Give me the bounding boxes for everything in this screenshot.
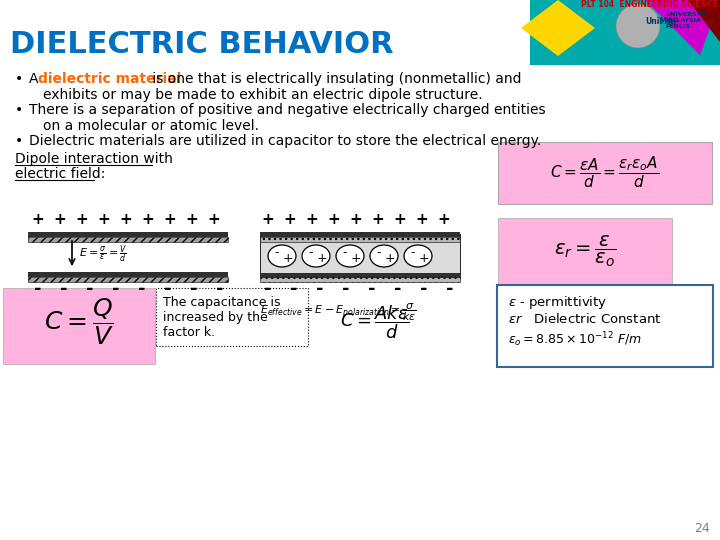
Text: +: + [438, 213, 451, 227]
Text: -: - [190, 280, 198, 298]
FancyBboxPatch shape [156, 288, 308, 346]
Text: -: - [86, 280, 94, 298]
Bar [260, 234, 460, 277]
Text: +: + [283, 253, 293, 266]
Text: -: - [35, 280, 42, 298]
Text: +: + [261, 213, 274, 227]
Text: -: - [446, 280, 454, 298]
FancyBboxPatch shape [498, 218, 672, 284]
Bar [260, 237, 460, 242]
Text: A: A [29, 72, 43, 86]
Text: +: + [284, 213, 297, 227]
Bar [260, 277, 460, 282]
Text: Dielectric materials are utilized in capacitor to store the electrical energy.: Dielectric materials are utilized in cap… [29, 134, 541, 148]
Text: $E = \frac{\sigma}{\varepsilon} = \frac{V}{d}$: $E = \frac{\sigma}{\varepsilon} = \frac{… [79, 243, 127, 265]
Text: exhibits or may be made to exhibit an electric dipole structure.: exhibits or may be made to exhibit an el… [43, 88, 482, 102]
Ellipse shape [370, 245, 398, 267]
Polygon shape [688, 0, 720, 42]
Text: +: + [53, 213, 66, 227]
Text: $\varepsilon_o = 8.85\times10^{-12}\ F/m$: $\varepsilon_o = 8.85\times10^{-12}\ F/m… [508, 330, 642, 349]
Text: -: - [112, 280, 120, 298]
Text: $\varepsilon r$   Dielectric Constant: $\varepsilon r$ Dielectric Constant [508, 312, 662, 326]
Text: dielectric material: dielectric material [38, 72, 181, 86]
Bar [28, 272, 228, 277]
Text: -: - [164, 280, 172, 298]
Text: •: • [15, 103, 23, 117]
Text: -: - [60, 280, 68, 298]
Text: The capacitance is
increased by the
factor k.: The capacitance is increased by the fact… [163, 296, 281, 339]
Text: +: + [328, 213, 341, 227]
Ellipse shape [336, 245, 364, 267]
Text: -: - [264, 280, 271, 298]
Text: DIELECTRIC BEHAVIOR: DIELECTRIC BEHAVIOR [10, 30, 394, 59]
Text: -: - [275, 246, 279, 260]
Bar [28, 232, 228, 237]
Text: -: - [342, 280, 350, 298]
Polygon shape [645, 0, 720, 55]
Text: +: + [419, 253, 429, 266]
Text: electric field:: electric field: [15, 167, 105, 181]
Text: is one that is electrically insulating (nonmetallic) and: is one that is electrically insulating (… [148, 72, 521, 86]
FancyBboxPatch shape [497, 285, 713, 367]
Text: -: - [290, 280, 298, 298]
Ellipse shape [268, 245, 296, 267]
Bar [260, 232, 460, 237]
Text: +: + [142, 213, 154, 227]
Text: Dipole interaction with: Dipole interaction with [15, 152, 173, 166]
Text: $C = \dfrac{\varepsilon A}{d} = \dfrac{\varepsilon_r \varepsilon_o A}{d}$: $C = \dfrac{\varepsilon A}{d} = \dfrac{\… [550, 154, 660, 190]
Text: •: • [15, 72, 23, 86]
Text: +: + [350, 213, 362, 227]
Text: +: + [415, 213, 428, 227]
Text: -: - [410, 246, 415, 260]
Text: +: + [76, 213, 89, 227]
Text: +: + [98, 213, 110, 227]
Bar [260, 273, 460, 277]
Text: $C = \dfrac{Ak\varepsilon}{d}$: $C = \dfrac{Ak\varepsilon}{d}$ [341, 303, 410, 341]
Circle shape [616, 4, 660, 48]
Text: $\varepsilon$ - permittivity: $\varepsilon$ - permittivity [508, 294, 607, 311]
Text: $E_{effective} = E - E_{polarization} = \dfrac{\sigma}{k\varepsilon}$: $E_{effective} = E - E_{polarization} = … [260, 302, 417, 323]
Text: UniMAP: UniMAP [645, 17, 679, 26]
Text: -: - [395, 280, 402, 298]
Ellipse shape [404, 245, 432, 267]
Ellipse shape [302, 245, 330, 267]
Text: -: - [316, 280, 324, 298]
Text: +: + [186, 213, 199, 227]
Text: +: + [120, 213, 132, 227]
Text: +: + [305, 213, 318, 227]
Text: +: + [317, 253, 328, 266]
Text: $C = \dfrac{Q}{V}$: $C = \dfrac{Q}{V}$ [44, 296, 114, 347]
Text: -: - [138, 280, 145, 298]
FancyBboxPatch shape [3, 288, 155, 364]
Text: UNIVERSITI
MALAYSIA
PERLIS: UNIVERSITI MALAYSIA PERLIS [665, 12, 706, 29]
Text: +: + [32, 213, 45, 227]
Text: +: + [394, 213, 406, 227]
FancyBboxPatch shape [498, 142, 712, 204]
Text: -: - [343, 246, 347, 260]
Text: +: + [207, 213, 220, 227]
Text: •: • [15, 134, 23, 148]
Text: -: - [377, 246, 382, 260]
Polygon shape [521, 0, 595, 56]
FancyBboxPatch shape [530, 0, 720, 65]
Text: -: - [309, 246, 313, 260]
Text: PLT 104  ENGINEERING SCIENCE: PLT 104 ENGINEERING SCIENCE [581, 0, 718, 9]
Text: +: + [384, 253, 395, 266]
Text: 24: 24 [694, 522, 710, 535]
Text: on a molecular or atomic level.: on a molecular or atomic level. [43, 119, 259, 133]
Text: -: - [368, 280, 376, 298]
Text: +: + [163, 213, 176, 227]
Text: -: - [420, 280, 428, 298]
Text: -: - [216, 280, 224, 298]
Text: +: + [351, 253, 361, 266]
Text: +: + [372, 213, 384, 227]
Bar [28, 237, 228, 242]
Text: There is a separation of positive and negative electrically charged entities: There is a separation of positive and ne… [29, 103, 546, 117]
Text: $\varepsilon_r = \dfrac{\varepsilon}{\varepsilon_o}$: $\varepsilon_r = \dfrac{\varepsilon}{\va… [554, 233, 616, 269]
Bar [28, 277, 228, 282]
